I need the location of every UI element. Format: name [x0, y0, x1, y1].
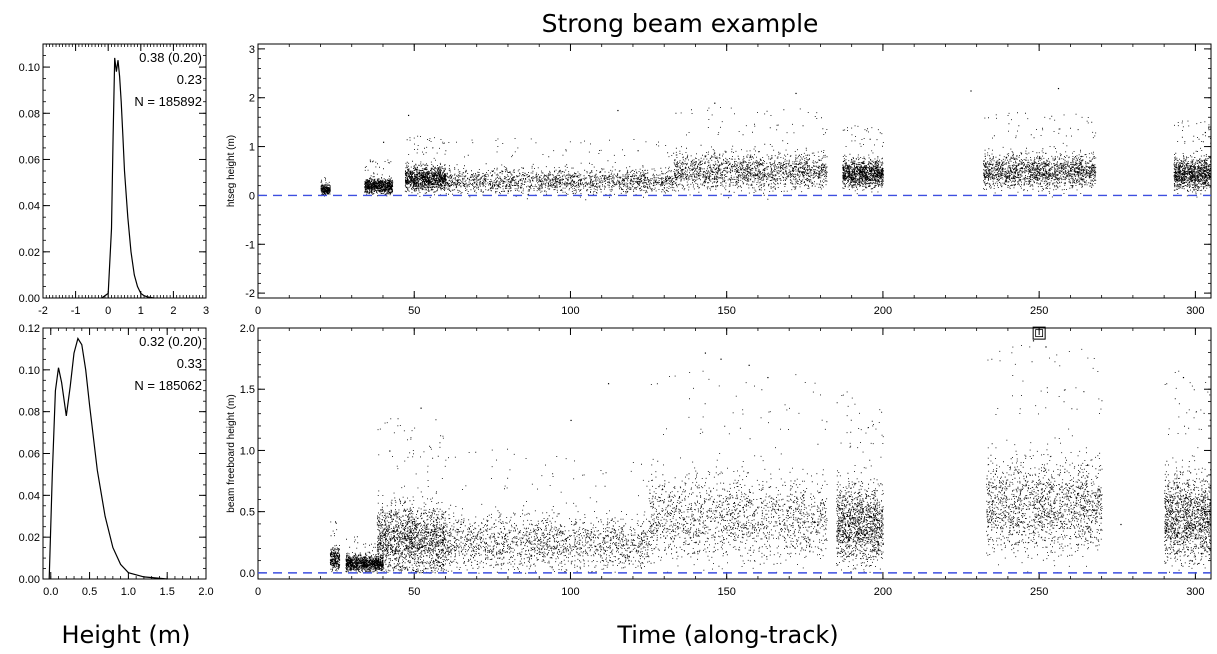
time-bottom-outlier-point [720, 358, 722, 360]
time-series-bottom-panel: 0 50 100 150 200 250 300 0.0 0.5 1.0 1.5 2.0 beam fr… [226, 323, 1212, 598]
time-top-outlier-point [382, 141, 385, 143]
hist-top-stat-3: N = 185892 [134, 94, 202, 109]
hist-bottom-x-tick-label: 0.5 [82, 586, 97, 598]
hist-top-x-tick-label: -1 [71, 305, 81, 317]
time-bottom-x-tick-label: 0 [255, 586, 261, 598]
time-top-x-tick-label: 50 [408, 305, 420, 317]
time-x-axis-label: Time (along-track) [616, 621, 838, 649]
time-bottom-points [329, 340, 1211, 574]
time-bottom-scatter-points [329, 345, 1211, 574]
hist-top-x-tick-label: 1 [138, 305, 144, 317]
time-bottom-outlier-point [704, 352, 707, 354]
hist-top-y-tick-label: 0.10 [19, 62, 40, 74]
time-top-points [320, 87, 1211, 201]
time-bottom-square-marker-inner [1035, 329, 1044, 338]
hist-top-y-tick-label: 0.02 [19, 247, 40, 259]
hist-bottom-x-tick-label: 1.5 [160, 586, 175, 598]
hist-top-x-tick-label: 2 [170, 305, 176, 317]
time-bottom-x-tick-label: 150 [718, 586, 736, 598]
hist-bottom-distribution-line [48, 337, 168, 580]
hist-top-y-tick-label: 0.06 [19, 154, 40, 166]
hist-bottom-y-tick-label: 0.08 [19, 407, 40, 419]
hist-bottom-y-tick-label: 0.04 [19, 490, 40, 502]
hist-bottom-x-tick-label: 1.0 [121, 586, 136, 598]
hist-top-y-tick-label: 0.08 [19, 108, 40, 120]
time-bottom-x-tick-label: 200 [874, 586, 892, 598]
time-top-outlier-point [970, 90, 972, 92]
time-bottom-outlier-point [570, 419, 572, 422]
hist-top-stat-2: 0.23 [177, 72, 202, 87]
time-top-x-tick-label: 300 [1186, 305, 1204, 317]
hist-top-y-tick-label: 0.00 [19, 293, 40, 305]
time-top-x-tick-label: 100 [561, 305, 579, 317]
hist-top-x-tick-label: 0 [105, 305, 111, 317]
time-bottom-outlier-point [607, 383, 610, 385]
time-top-y-tick-label: -2 [245, 288, 255, 300]
time-top-scatter-points [320, 107, 1211, 201]
time-top-y-axis-label: htseg height (m) [226, 135, 237, 207]
time-bottom-x-tick-label: 50 [408, 586, 420, 598]
time-bottom-outlier-point [389, 450, 391, 452]
hist-bottom-y-tick-label: 0.00 [19, 574, 40, 586]
time-bottom-y-axis-label: beam freeboard height (m) [226, 394, 237, 512]
time-top-outlier-point [407, 114, 410, 117]
time-bottom-y-tick-label: 1.5 [240, 384, 255, 396]
time-series-top-panel: 0 50 100 150 200 250 300 -2 -1 0 1 2 3 htseg height (… [226, 43, 1212, 317]
hist-bottom-stat-2: 0.33 [177, 356, 202, 371]
time-top-outlier-point [795, 92, 797, 95]
time-top-x-tick-label: 0 [255, 305, 261, 317]
hist-bottom-stat-1: 0.32 (0.20) [139, 334, 202, 349]
time-bottom-x-tick-label: 250 [1030, 586, 1048, 598]
hist-top-distribution-line [101, 57, 154, 299]
time-bottom-x-tick-label: 100 [561, 586, 579, 598]
time-bottom-outlier-point [748, 364, 750, 366]
time-bottom-y-tick-label: 0.5 [240, 507, 255, 519]
time-bottom-y-tick-label: 1.0 [240, 445, 255, 457]
hist-top-x-tick-label: -2 [38, 305, 48, 317]
time-bottom-x-tick-label: 300 [1186, 586, 1204, 598]
time-top-y-tick-label: 0 [249, 190, 255, 202]
hist-bottom-x-tick-label: 2.0 [198, 586, 213, 598]
time-top-x-tick-label: 200 [874, 305, 892, 317]
hist-bottom-y-tick-label: 0.06 [19, 449, 40, 461]
time-bottom-outlier-point [1032, 340, 1035, 342]
time-top-x-tick-label: 150 [718, 305, 736, 317]
time-bottom-outlier-point [1182, 376, 1185, 379]
histogram-top-panel: -2 -1 0 1 2 3 0.00 0.02 0.04 0.06 0.08 0.10 0.38 (0.… [19, 43, 209, 317]
time-top-y-tick-label: 1 [249, 142, 255, 154]
time-bottom-y-tick-label: 2.0 [240, 323, 255, 335]
time-bottom-outlier-point [1120, 523, 1122, 526]
time-top-outlier-point [1204, 131, 1206, 134]
time-top-outlier-point [617, 109, 619, 112]
time-top-y-tick-label: 3 [249, 44, 255, 56]
time-bottom-outlier-point [767, 376, 769, 379]
hist-bottom-stat-3: N = 185062 [134, 378, 202, 393]
time-bottom-square-marker [1032, 326, 1046, 340]
time-bottom-frame [257, 327, 1212, 580]
time-bottom-y-tick-label: 0.0 [240, 568, 255, 580]
hist-top-x-tick-label: 3 [203, 305, 209, 317]
time-top-x-tick-label: 250 [1030, 305, 1048, 317]
hist-top-y-tick-label: 0.04 [19, 201, 40, 213]
time-top-outlier-point [714, 102, 716, 104]
time-top-outlier-point [1057, 87, 1060, 90]
hist-bottom-x-tick-label: 0.0 [43, 586, 58, 598]
hist-bottom-y-tick-label: 0.02 [19, 532, 40, 544]
hist-top-stat-1: 0.38 (0.20) [139, 50, 202, 65]
histogram-bottom-panel: 0.0 0.5 1.0 1.5 2.0 0.00 0.02 0.04 0.06 0.08 0.10 0… [19, 323, 214, 598]
figure-title: Strong beam example [542, 9, 819, 38]
time-bottom-outlier-point [1045, 346, 1047, 348]
time-top-y-tick-label: -1 [245, 239, 255, 251]
time-bottom-outlier-point [420, 407, 422, 409]
hist-bottom-y-tick-label: 0.12 [19, 323, 40, 335]
time-top-y-tick-label: 2 [249, 93, 255, 105]
hist-bottom-y-tick-label: 0.10 [19, 365, 40, 377]
histogram-x-axis-label: Height (m) [61, 621, 190, 649]
